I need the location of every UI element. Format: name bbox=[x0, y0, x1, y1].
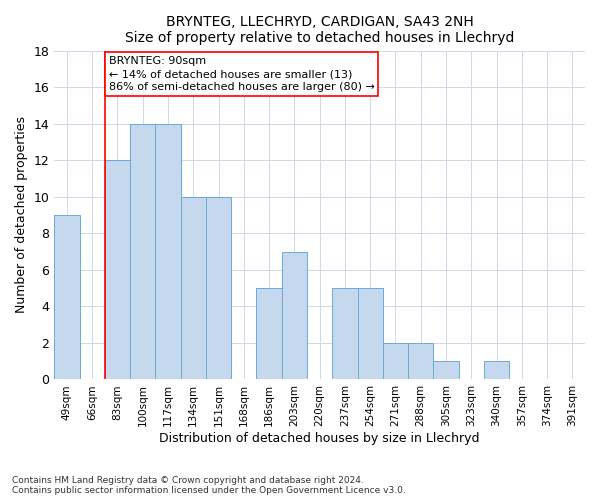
Bar bbox=[332, 288, 358, 380]
Text: Contains HM Land Registry data © Crown copyright and database right 2024.
Contai: Contains HM Land Registry data © Crown c… bbox=[12, 476, 406, 495]
Bar bbox=[105, 160, 130, 380]
Bar bbox=[181, 196, 206, 380]
Bar bbox=[484, 361, 509, 380]
Bar bbox=[383, 343, 408, 380]
Bar bbox=[54, 215, 80, 380]
Bar bbox=[358, 288, 383, 380]
Bar bbox=[408, 343, 433, 380]
Bar bbox=[282, 252, 307, 380]
Y-axis label: Number of detached properties: Number of detached properties bbox=[15, 116, 28, 314]
Text: BRYNTEG: 90sqm
← 14% of detached houses are smaller (13)
86% of semi-detached ho: BRYNTEG: 90sqm ← 14% of detached houses … bbox=[109, 56, 374, 92]
Bar bbox=[155, 124, 181, 380]
Title: BRYNTEG, LLECHRYD, CARDIGAN, SA43 2NH
Size of property relative to detached hous: BRYNTEG, LLECHRYD, CARDIGAN, SA43 2NH Si… bbox=[125, 15, 514, 45]
Bar bbox=[130, 124, 155, 380]
X-axis label: Distribution of detached houses by size in Llechryd: Distribution of detached houses by size … bbox=[160, 432, 480, 445]
Bar bbox=[256, 288, 282, 380]
Bar bbox=[206, 196, 231, 380]
Bar bbox=[433, 361, 458, 380]
